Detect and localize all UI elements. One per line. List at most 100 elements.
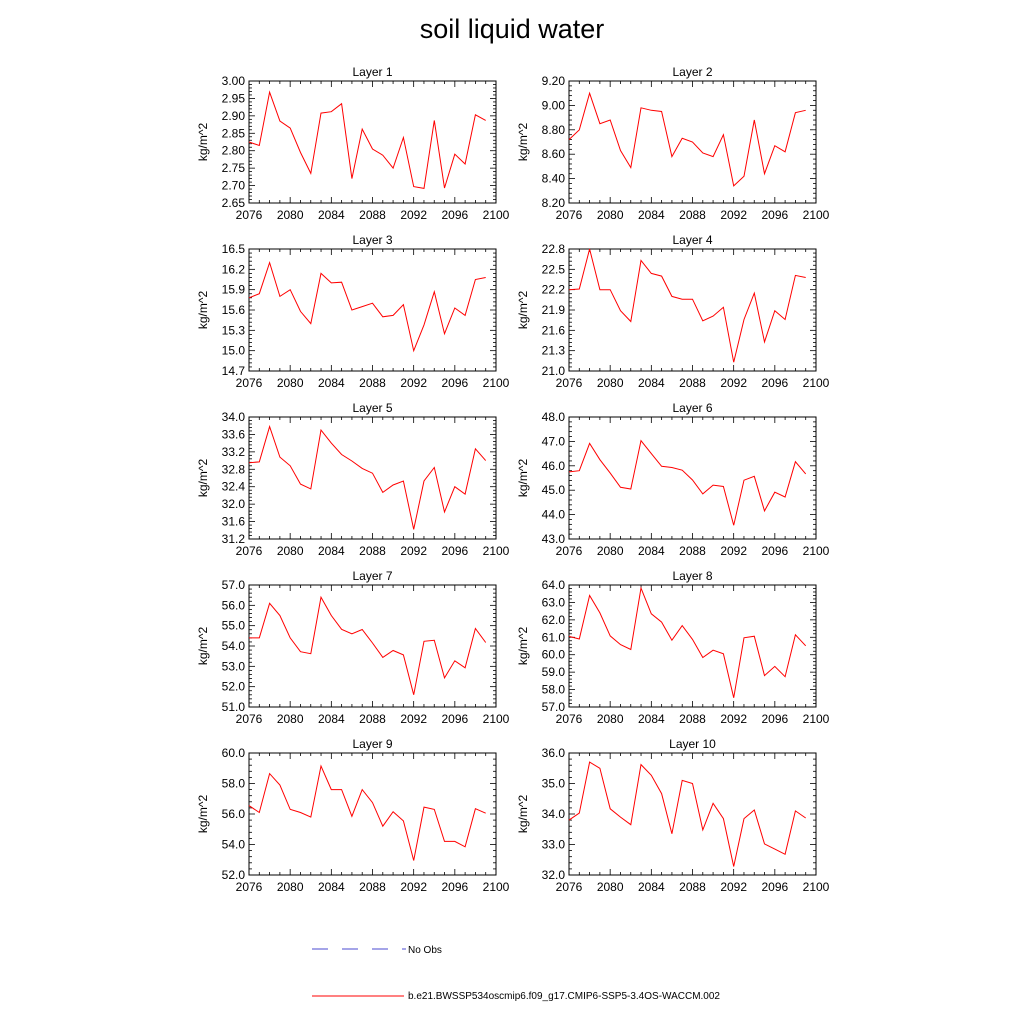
x-tick-label: 2100 [803,208,830,222]
legend: No Obs b.e21.BWSSP534oscmip6.f09_g17.CMIP… [312,945,720,1002]
plot-frame [568,584,817,708]
x-tick-label: 2084 [638,880,665,894]
series-line [568,586,807,698]
y-tick-label: 9.20 [542,74,566,88]
series-line [248,764,486,861]
y-axis-label: kg/m^2 [196,627,210,666]
x-tick-label: 2080 [277,880,304,894]
panel-title: Layer 6 [672,401,712,415]
series-line [568,91,806,187]
x-tick-label: 2088 [679,544,706,558]
x-tick-label: 2092 [400,376,427,390]
y-tick-label: 21.9 [542,303,566,317]
y-tick-label: 2.85 [222,126,246,140]
panel-layer-8: Layer 8 kg/m^2 2076 2080 2084 2088 2092 2096 210… [516,569,830,726]
x-tick-label: 2084 [638,712,665,726]
y-tick-label: 64.0 [542,578,566,592]
x-tick-label: 2076 [236,208,263,222]
x-tick-label: 2100 [483,880,510,894]
x-tick-label: 2088 [679,880,706,894]
y-tick-label: 33.2 [222,445,246,459]
y-tick-label: 32.0 [222,497,246,511]
x-tick-label: 2092 [400,544,427,558]
y-axis-label: kg/m^2 [196,123,210,162]
y-tick-label: 56.0 [222,598,246,612]
y-tick-label: 52.0 [222,680,246,694]
x-tick-label: 2096 [441,376,468,390]
y-tick-label: 46.0 [542,459,566,473]
plot-frame [568,248,817,372]
y-tick-label: 58.0 [542,683,566,697]
x-tick-label: 2088 [359,544,386,558]
x-tick-label: 2092 [400,712,427,726]
series-line [248,260,486,353]
panel-layer-6: Layer 6 kg/m^2 2076 2080 2084 2088 2092 2096 210… [516,401,830,558]
y-tick-label: 21.6 [542,323,566,337]
y-axis-label: kg/m^2 [196,795,210,834]
panel-title: Layer 2 [672,65,712,79]
x-tick-label: 2096 [441,544,468,558]
x-tick-label: 2100 [483,712,510,726]
y-tick-label: 52.0 [222,868,246,882]
series-line [568,248,806,363]
panel-layer-4: Layer 4 kg/m^2 2076 2080 2084 2088 2092 2096 210… [516,233,830,390]
x-tick-label: 2092 [720,544,747,558]
y-tick-label: 15.3 [222,323,246,337]
y-tick-label: 15.0 [222,344,246,358]
y-tick-label: 14.7 [222,364,246,378]
x-tick-label: 2088 [359,712,386,726]
chart-title: soil liquid water [419,14,605,44]
x-tick-label: 2092 [720,208,747,222]
x-tick-label: 2096 [761,376,788,390]
x-tick-label: 2084 [638,376,665,390]
y-tick-label: 55.0 [222,619,246,633]
y-tick-label: 45.0 [542,483,566,497]
y-tick-label: 31.6 [222,515,246,529]
y-tick-label: 2.90 [222,109,246,123]
plot-frame [568,416,817,540]
y-tick-label: 2.70 [222,179,246,193]
y-tick-label: 44.0 [542,508,566,522]
y-tick-label: 57.0 [222,578,246,592]
series-line [568,439,807,526]
y-tick-label: 48.0 [542,410,566,424]
y-tick-label: 8.40 [542,172,566,186]
x-tick-label: 2096 [441,880,468,894]
x-tick-label: 2080 [597,880,624,894]
y-tick-label: 16.5 [222,242,246,256]
y-tick-label: 34.0 [222,410,246,424]
x-tick-label: 2092 [400,208,427,222]
x-tick-label: 2076 [236,544,263,558]
panel-layer-2: Layer 2 kg/m^2 2076 2080 2084 2088 2092 2096 210… [516,65,830,222]
y-tick-label: 3.00 [222,74,246,88]
x-tick-label: 2080 [597,544,624,558]
y-tick-label: 54.0 [222,838,246,852]
x-tick-label: 2100 [803,712,830,726]
panel-layer-5: Layer 5 kg/m^2 2076 2080 2084 2088 2092 2096 210… [196,401,510,558]
y-axis-label: kg/m^2 [516,795,530,834]
x-tick-label: 2088 [679,208,706,222]
x-tick-label: 2088 [359,880,386,894]
y-tick-label: 33.0 [542,838,566,852]
y-tick-label: 35.0 [542,777,566,791]
y-tick-label: 16.2 [222,262,246,276]
panel-layer-7: Layer 7 kg/m^2 2076 2080 2084 2088 2092 2096 210… [196,569,510,726]
y-tick-label: 8.20 [542,196,566,210]
y-tick-label: 56.0 [222,807,246,821]
x-tick-label: 2080 [277,712,304,726]
x-tick-label: 2096 [441,208,468,222]
plot-frame [568,752,817,876]
x-tick-label: 2080 [277,544,304,558]
y-tick-label: 32.0 [542,868,566,882]
y-tick-label: 22.5 [542,262,566,276]
y-tick-label: 51.0 [222,700,246,714]
x-tick-label: 2080 [597,376,624,390]
y-tick-label: 2.65 [222,196,246,210]
panel-layer-9: Layer 9 kg/m^2 2076 2080 2084 2088 2092 2096 210… [196,737,510,894]
x-tick-label: 2096 [761,712,788,726]
y-tick-label: 32.4 [222,480,246,494]
y-tick-label: 62.0 [542,613,566,627]
x-tick-label: 2096 [441,712,468,726]
legend-model-label: b.e21.BWSSP534oscmip6.f09_g17.CMIP6-SSP5… [408,991,720,1002]
x-tick-label: 2084 [638,208,665,222]
